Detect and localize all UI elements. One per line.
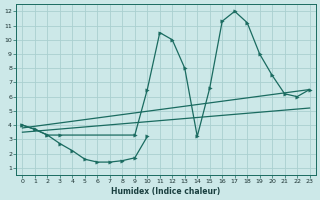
X-axis label: Humidex (Indice chaleur): Humidex (Indice chaleur)	[111, 187, 221, 196]
